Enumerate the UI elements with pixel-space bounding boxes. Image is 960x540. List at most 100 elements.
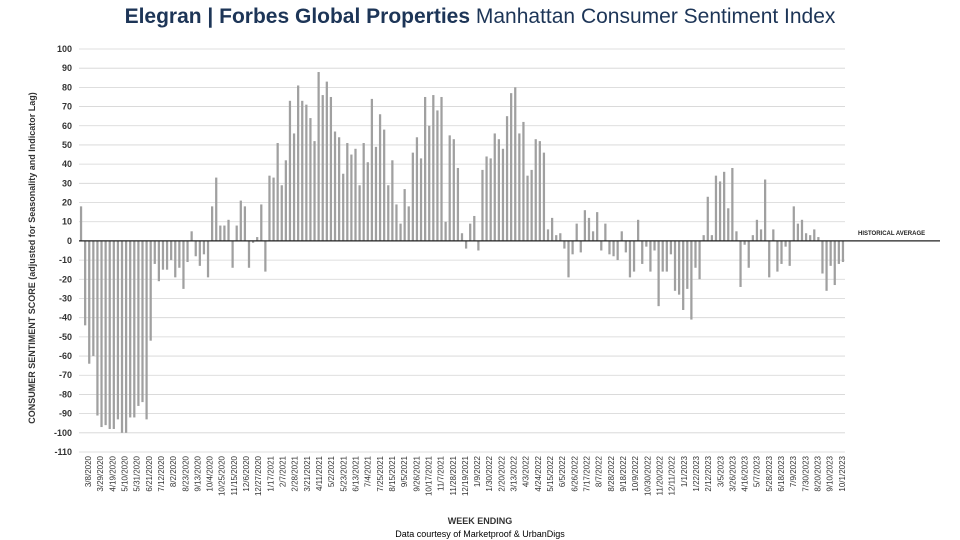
bar: [579, 240, 582, 253]
bar: [411, 152, 414, 241]
x-tick-label: 7/30/2023: [801, 455, 810, 491]
y-tick-label: -100: [54, 428, 72, 438]
bar: [645, 240, 648, 247]
bar: [145, 240, 148, 420]
x-tick-label: 5/15/2022: [546, 455, 555, 491]
bar: [759, 229, 763, 241]
bar: [469, 223, 472, 241]
x-tick-label: 8/7/2022: [595, 455, 604, 487]
bar: [251, 240, 255, 243]
x-tick-label: 1/9/2022: [473, 455, 482, 487]
x-tick-label: 8/2/2020: [169, 455, 178, 487]
bar: [456, 167, 460, 241]
bar: [604, 223, 607, 241]
x-tick-label: 8/15/2021: [388, 455, 397, 491]
x-tick-label: 9/10/2023: [826, 455, 835, 491]
bar: [731, 167, 734, 241]
y-tick-label: -30: [59, 293, 72, 303]
x-tick-label: 1/1/2023: [680, 455, 689, 487]
bar: [538, 141, 541, 241]
bar: [84, 240, 87, 326]
bar: [677, 240, 681, 295]
x-axis-label: WEEK ENDING: [447, 516, 513, 526]
bar: [641, 240, 644, 264]
bar: [333, 131, 337, 241]
bar: [79, 206, 83, 241]
bar: [751, 235, 754, 241]
bar: [637, 219, 640, 241]
bar: [436, 110, 439, 241]
x-tick-label: 9/26/2021: [412, 455, 421, 491]
bar: [186, 240, 189, 263]
bar: [542, 152, 546, 241]
bar: [686, 240, 689, 289]
y-axis-ticks: 1009080706050403020100-10-20-30-40-50-60…: [54, 44, 72, 457]
bar: [321, 95, 324, 241]
bar: [620, 231, 623, 241]
x-tick-label: 2/28/2021: [291, 455, 300, 491]
bar: [587, 217, 591, 241]
bar: [567, 240, 570, 278]
y-tick-label: 60: [62, 121, 72, 131]
x-tick-label: 1/17/2021: [266, 455, 275, 491]
x-tick-label: 5/10/2020: [121, 455, 130, 491]
x-tick-label: 3/26/2023: [728, 455, 737, 491]
bar: [804, 233, 808, 241]
x-tick-label: 2/12/2023: [704, 455, 713, 491]
bar: [522, 121, 525, 241]
bar: [624, 240, 627, 253]
bar: [223, 225, 226, 241]
x-tick-label: 5/31/2020: [133, 455, 142, 491]
bar: [809, 235, 812, 241]
bar: [673, 240, 677, 291]
x-tick-label: 4/24/2022: [534, 455, 543, 491]
x-tick-label: 5/2/2021: [327, 455, 336, 487]
y-tick-label: 100: [57, 44, 72, 54]
bar: [211, 206, 214, 241]
bar: [260, 204, 263, 241]
x-tick-label: 8/23/2020: [181, 455, 190, 491]
bar: [653, 240, 656, 251]
x-tick-label: 6/5/2022: [558, 455, 567, 487]
y-tick-label: -80: [59, 389, 72, 399]
bar: [657, 240, 660, 307]
bar: [178, 240, 181, 268]
bar: [88, 240, 91, 364]
bar: [477, 240, 480, 251]
bar: [518, 133, 521, 241]
bar: [190, 231, 193, 241]
chart-title-brand: Elegran | Forbes Global Properties: [124, 5, 471, 28]
bar: [501, 148, 505, 241]
bar: [448, 135, 451, 241]
bar: [473, 215, 476, 241]
bar: [342, 173, 345, 241]
bar: [526, 175, 529, 241]
bar: [776, 240, 779, 272]
bar: [383, 129, 386, 241]
bar: [550, 217, 554, 241]
x-tick-label: 9/5/2021: [400, 455, 409, 487]
bar: [239, 200, 242, 241]
x-tick-label: 7/17/2022: [583, 455, 592, 491]
bar: [559, 233, 562, 241]
x-tick-label: 12/6/2020: [242, 455, 251, 491]
x-tick-label: 3/13/2022: [510, 455, 519, 491]
bar: [297, 85, 300, 241]
bar: [104, 240, 107, 426]
y-tick-label: -20: [59, 274, 72, 284]
y-tick-label: -60: [59, 351, 72, 361]
x-tick-label: 3/21/2021: [303, 455, 312, 491]
bar: [370, 98, 374, 241]
x-tick-label: 4/19/2020: [108, 455, 117, 491]
bar: [419, 158, 423, 241]
y-tick-label: -110: [54, 447, 72, 457]
bar: [174, 240, 177, 278]
x-tick-label: 5/7/2023: [753, 455, 762, 487]
bar: [153, 240, 156, 264]
y-tick-label: 20: [62, 198, 72, 208]
x-tick-label: 8/28/2022: [607, 455, 616, 491]
bar: [272, 177, 275, 241]
bar: [243, 206, 247, 241]
bar: [141, 240, 144, 403]
bar: [575, 223, 578, 241]
